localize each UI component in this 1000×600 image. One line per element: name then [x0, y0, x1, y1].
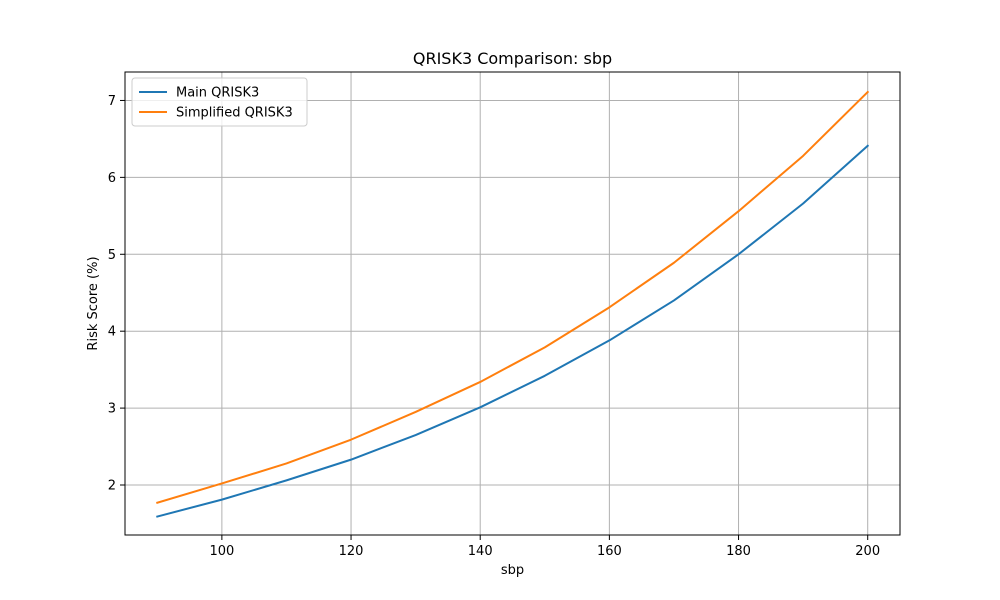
plot-frame [124, 71, 901, 536]
x-tick-label: 180 [726, 544, 751, 559]
y-tick-label: 6 [108, 171, 116, 186]
y-tick-label: 7 [108, 94, 116, 109]
chart-title: QRISK3 Comparison: sbp [413, 49, 612, 68]
legend: Main QRISK3 Simplified QRISK3 [131, 77, 308, 127]
y-tick-label: 2 [108, 479, 116, 494]
legend-label-main-qrisk3: Main QRISK3 [176, 86, 259, 101]
series-line-main-qrisk3 [156, 144, 870, 518]
y-tick-label: 5 [108, 248, 116, 263]
x-tick-label: 160 [597, 544, 622, 559]
series-lines [156, 90, 870, 518]
legend-box [131, 77, 308, 127]
x-tick-label: 120 [339, 544, 364, 559]
x-tick-label: 140 [468, 544, 493, 559]
x-axis-label: sbp [501, 563, 524, 578]
y-tick-label: 4 [108, 325, 116, 340]
y-tick-label: 3 [108, 402, 116, 417]
x-tick-label: 100 [209, 544, 234, 559]
x-tick-label: 200 [855, 544, 880, 559]
legend-label-simplified-qrisk3: Simplified QRISK3 [176, 106, 293, 121]
series-line-simplified-qrisk3 [156, 90, 870, 504]
y-axis-label: Risk Score (%) [86, 256, 101, 350]
grid [125, 72, 900, 535]
axis-ticks: 100 120 140 160 180 200 2 3 4 5 6 7 [108, 94, 880, 559]
